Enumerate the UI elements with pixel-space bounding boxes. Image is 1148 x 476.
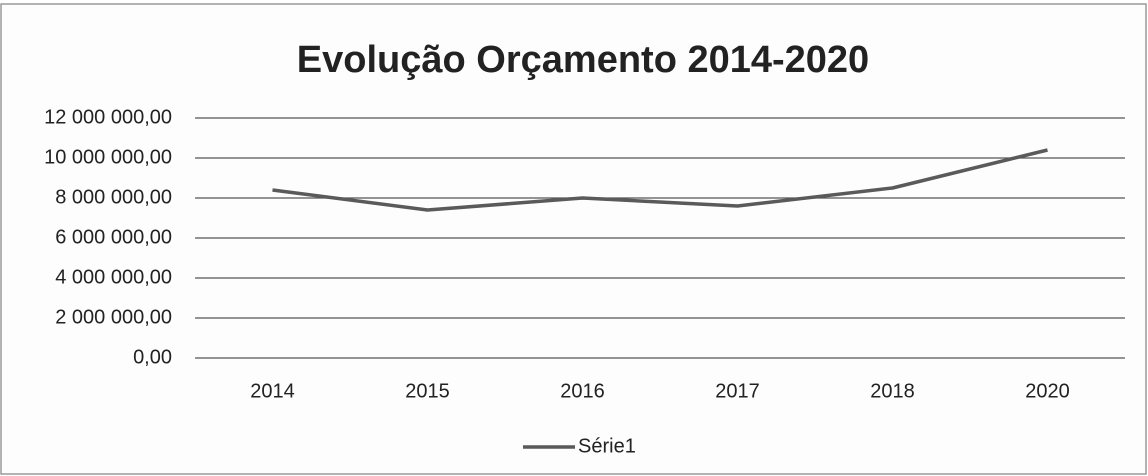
x-tick-label: 2016 [560,380,605,402]
y-tick-label: 0,00 [133,346,172,368]
x-tick-label: 2017 [715,380,760,402]
y-tick-label: 12 000 000,00 [44,106,172,128]
x-tick-label: 2020 [1025,380,1070,402]
x-tick-label: 2014 [250,380,295,402]
y-tick-label: 4 000 000,00 [55,266,172,288]
data-line [272,148,1048,212]
x-tick-label: 2015 [405,380,450,402]
chart-title: Evolução Orçamento 2014-2020 [297,39,869,81]
chart-border [0,3,1147,475]
y-tick-label: 2 000 000,00 [55,306,172,328]
y-tick-label: 8 000 000,00 [55,186,172,208]
x-tick-label: 2018 [870,380,915,402]
y-tick-label: 10 000 000,00 [44,146,172,168]
legend-label: Série1 [578,435,636,457]
y-tick-label: 6 000 000,00 [55,226,172,248]
